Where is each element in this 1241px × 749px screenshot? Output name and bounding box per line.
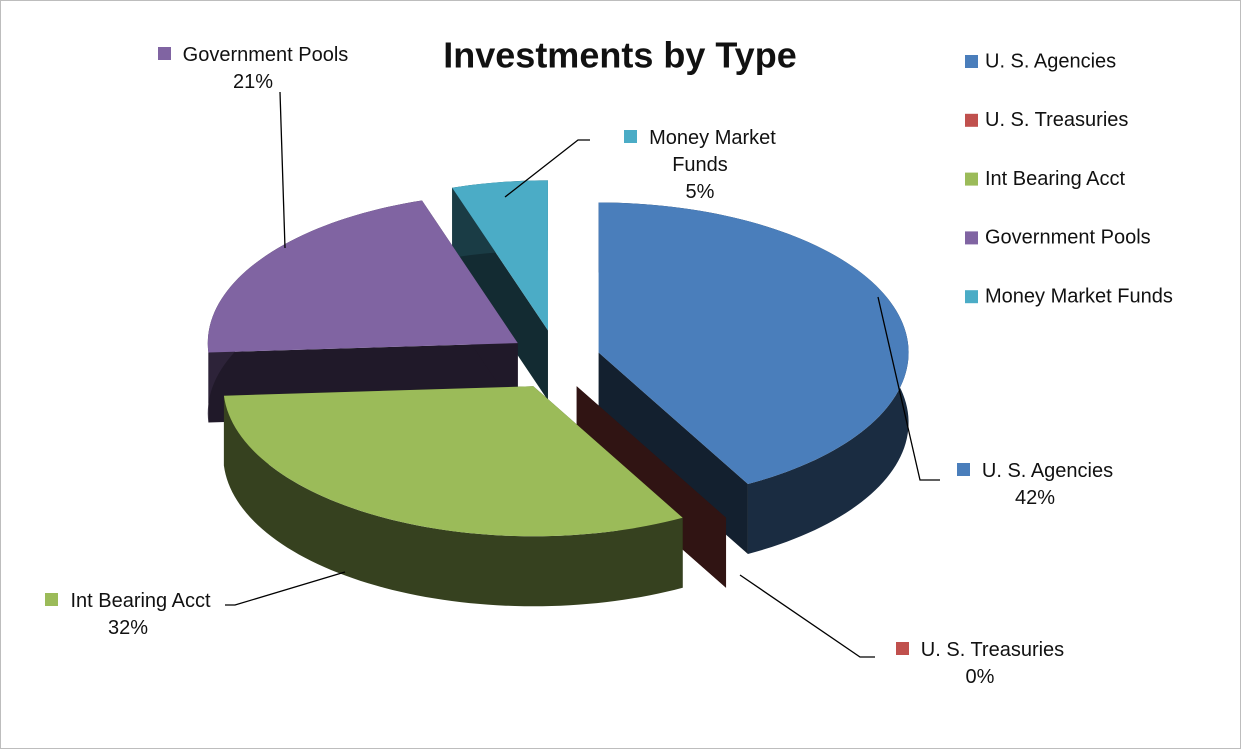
legend-label: U. S. Treasuries [985,109,1128,131]
slice-group [576,386,727,588]
chart-title: Investments by Type [443,35,796,76]
legend-label: Money Market Funds [985,285,1173,307]
leader-line [225,571,346,606]
label-marker [157,47,171,60]
slice [452,180,548,331]
leader-line [739,574,875,658]
slice-group [223,386,683,607]
label-marker [956,463,970,476]
leader-line [504,139,590,198]
slice [223,386,683,537]
label-category: Int Bearing Acct [70,590,211,612]
label-value: 0% [965,666,995,688]
label-value: 21% [232,71,274,93]
slice [207,200,518,353]
label-category: U. S. Agencies [981,460,1114,482]
label-marker [45,593,59,606]
data-label: Int Bearing Acct 32% [8,588,248,642]
legend-label: Government Pools [985,227,1151,249]
legend-marker [965,55,978,68]
slice-group [598,202,909,554]
slice-group [452,180,548,401]
label-value: 5% [685,181,715,203]
data-label: Government Pools 21% [133,42,373,96]
legend-marker [965,172,978,186]
label-category: U. S. Treasuries [920,639,1065,661]
slice-wall [223,395,683,607]
label-category: Money Market Funds [649,127,776,176]
slice-cut-face [598,352,748,554]
label-category: Government Pools [182,44,349,66]
legend-marker [965,113,978,127]
slice-cut-face [576,386,727,588]
label-marker [624,130,638,143]
data-label: U. S. Treasuries 0% [865,637,1095,691]
label-value: 32% [107,617,149,639]
label-value: 42% [1014,487,1056,509]
data-label: Money Market Funds 5% [605,125,795,206]
label-marker [895,642,909,655]
leader-line [877,296,940,481]
legend-label: U. S. Agencies [985,50,1116,72]
slice [598,202,909,484]
data-label: U. S. Agencies 42% [925,458,1145,512]
legend-marker [965,290,978,304]
legend-marker [965,231,978,245]
leader-line [279,91,286,249]
legend-label: Int Bearing Acct [985,168,1126,190]
